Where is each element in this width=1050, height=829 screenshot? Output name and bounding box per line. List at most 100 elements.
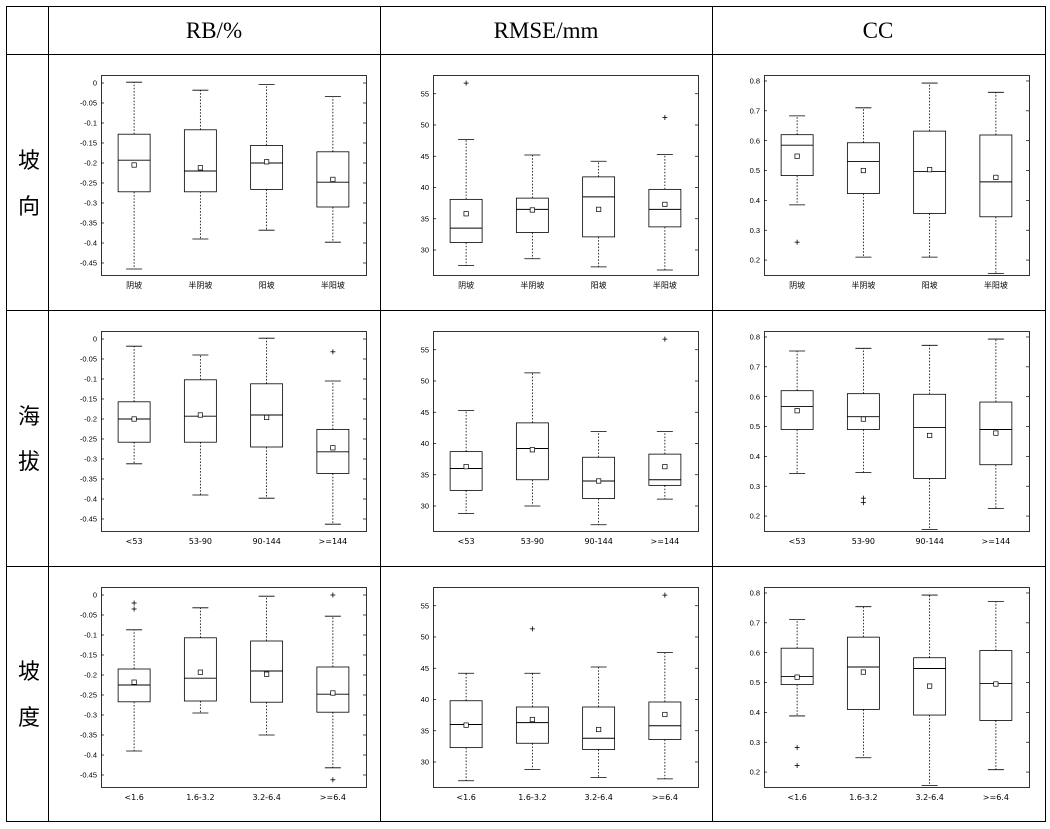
header-cc: CC	[863, 18, 894, 43]
mean-marker	[794, 408, 800, 414]
plot-frame	[764, 587, 1030, 788]
y-tick-label: 55	[421, 345, 429, 354]
y-tick-label: 45	[421, 152, 429, 161]
x-category-label: 53-90	[521, 537, 544, 546]
header-rb: RB/%	[186, 18, 242, 43]
y-tick-label: 0.4	[750, 708, 760, 717]
mean-marker	[860, 669, 866, 675]
mean-marker	[860, 167, 866, 174]
mean-marker	[463, 722, 469, 728]
mean-marker	[662, 711, 668, 718]
x-category-label: 半阴坡	[851, 280, 875, 290]
y-tick-label: 0.3	[750, 738, 760, 747]
y-tick-label: 40	[421, 183, 429, 192]
x-category-label: 阴坡	[458, 280, 474, 290]
boxplot-rmse-aspect: 55 50 45 40 35 30 阴坡 半阴坡 阳坡 半阳坡	[421, 75, 699, 290]
x-category-label: <1.6	[456, 793, 475, 802]
x-category-label: 53-90	[189, 537, 212, 546]
y-tick-label: 0.3	[750, 482, 760, 491]
y-tick-label: -0.05	[80, 99, 97, 108]
y-tick-label: 0.6	[750, 392, 760, 401]
box	[913, 130, 947, 214]
x-category-label: 1.6-3.2	[849, 793, 877, 802]
y-tick-label: 30	[421, 246, 429, 255]
y-tick-label: 0.5	[750, 422, 760, 431]
y-tick-label: 0	[93, 335, 97, 344]
row-label-aspect-1: 坡	[18, 149, 40, 174]
y-tick-label: 50	[421, 377, 429, 386]
mean-marker	[197, 669, 203, 675]
x-category-label: <1.6	[124, 793, 143, 802]
plot-frame	[433, 331, 699, 532]
y-tick-label: 35	[421, 470, 429, 479]
y-tick-label: -0.25	[80, 179, 97, 188]
box	[449, 198, 483, 243]
y-tick-label: 40	[421, 695, 429, 704]
x-category-label: 阳坡	[591, 280, 607, 290]
x-category-label: 90-144	[584, 537, 612, 546]
mean-marker	[860, 416, 866, 422]
mean-marker	[596, 206, 602, 212]
y-tick-label: 0.2	[750, 512, 760, 521]
x-category-label: 1.6-3.2	[186, 793, 214, 802]
mean-marker	[596, 726, 602, 733]
y-tick-label: -0.35	[80, 219, 97, 228]
x-category-label: 3.2-6.4	[915, 793, 943, 802]
y-tick-label: -0.2	[84, 159, 97, 168]
mean-marker	[463, 211, 469, 217]
mean-marker	[794, 674, 800, 680]
boxplot-rb-elevation: 0 -0.05 -0.1 -0.15 -0.2 -0.25 -0.3 -0.35 -0.4 -0.…	[80, 331, 367, 546]
x-category-label: 90-144	[915, 537, 943, 546]
y-tick-label: 45	[421, 408, 429, 417]
y-tick-label: 55	[421, 601, 429, 610]
y-tick-label: 0.5	[750, 678, 760, 687]
x-category-label: >=6.4	[983, 793, 1009, 802]
mean-marker	[927, 167, 933, 173]
box	[183, 637, 217, 702]
mean-marker	[529, 207, 535, 213]
box	[648, 453, 682, 486]
mean-marker	[330, 690, 336, 696]
y-tick-label: 50	[421, 121, 429, 130]
x-category-label: >=144	[982, 537, 1011, 546]
box	[515, 197, 549, 233]
row-label-slope-1: 坡	[18, 660, 40, 685]
plot-frame	[433, 587, 699, 788]
box	[648, 701, 682, 740]
mean-marker	[463, 464, 469, 470]
y-tick-label: 55	[421, 89, 429, 98]
y-tick-label: 0.8	[750, 333, 760, 342]
mean-marker	[662, 464, 668, 470]
y-tick-label: 30	[421, 758, 429, 767]
plot-frame	[433, 75, 699, 276]
box	[250, 144, 284, 190]
y-tick-label: 0.7	[750, 362, 760, 371]
y-tick-label: 0.2	[750, 256, 760, 265]
x-category-label: 半阴坡	[188, 280, 212, 290]
y-tick-label: 35	[421, 726, 429, 735]
x-category-label: <1.6	[787, 793, 806, 802]
y-tick-label: -0.15	[80, 651, 97, 660]
row-label-slope-2: 度	[18, 706, 40, 731]
y-tick-label: -0.45	[80, 771, 97, 780]
plot-frame	[764, 331, 1030, 532]
y-tick-label: -0.35	[80, 475, 97, 484]
table-grid	[6, 6, 1046, 822]
box	[183, 379, 217, 443]
boxplot-cc-aspect: 0.8 0.7 0.6 0.5 0.4 0.3 0.2 阴坡 半阴坡 阳坡 半阳坡	[750, 75, 1030, 290]
x-category-label: 半阳坡	[653, 280, 677, 290]
y-tick-label: -0.05	[80, 611, 97, 620]
boxplot-rb-slope: 0 -0.05 -0.1 -0.15 -0.2 -0.25 -0.3 -0.35 -0.4 -0.…	[80, 587, 367, 802]
y-tick-label: -0.2	[84, 671, 97, 680]
x-category-label: >=6.4	[320, 793, 346, 802]
boxplot-rb-aspect: 0 -0.05 -0.1 -0.15 -0.2 -0.25 -0.3 -0.35 -0.4 -0.…	[80, 75, 367, 290]
y-tick-label: 0.6	[750, 136, 760, 145]
mean-marker	[131, 679, 137, 685]
y-tick-label: -0.3	[84, 199, 97, 208]
x-category-label: 1.6-3.2	[518, 793, 546, 802]
box	[183, 129, 217, 193]
y-tick-label: -0.35	[80, 731, 97, 740]
y-tick-label: 50	[421, 633, 429, 642]
x-category-label: >=144	[651, 537, 680, 546]
